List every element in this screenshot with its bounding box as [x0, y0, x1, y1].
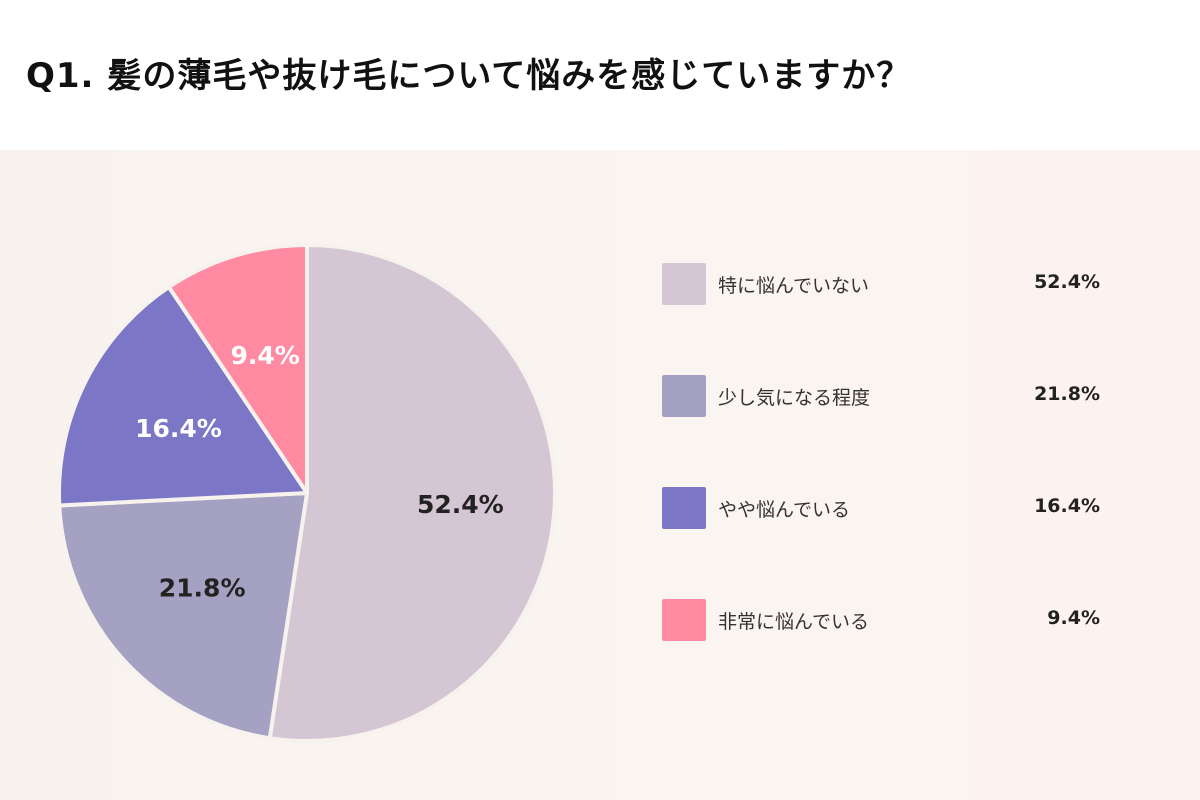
slice-value-label-2: 21.8% — [159, 573, 246, 602]
legend-item: 特に悩んでいない 52.4% — [662, 263, 1102, 305]
legend-label: 特に悩んでいない — [718, 275, 870, 297]
legend-value: 9.4% — [1047, 607, 1100, 629]
legend-item: やや悩んでいる 16.4% — [662, 487, 1102, 529]
legend-item: 少し気になる程度 21.8% — [662, 375, 1102, 417]
legend-value: 52.4% — [1034, 271, 1100, 293]
legend-label: 少し気になる程度 — [718, 387, 871, 409]
legend-value: 21.8% — [1034, 383, 1100, 405]
legend-value: 16.4% — [1034, 495, 1100, 517]
pie-slice-2 — [57, 491, 309, 741]
pie-chart: 52.4% 21.8% 16.4% 9.4% — [57, 243, 557, 743]
legend-swatch — [662, 263, 706, 305]
slice-value-label-3: 16.4% — [135, 414, 222, 443]
legend-label: 非常に悩んでいる — [718, 611, 870, 633]
legend-item: 非常に悩んでいる 9.4% — [662, 599, 1102, 641]
legend-swatch — [662, 375, 706, 417]
chart-panel: 52.4% 21.8% 16.4% 9.4% 特に悩んでいない 52.4% 少し気になる程… — [0, 150, 1200, 800]
pie-slice-3 — [57, 285, 309, 508]
slice-value-label-1: 52.4% — [417, 490, 504, 519]
legend-swatch — [662, 599, 706, 641]
legend: 特に悩んでいない 52.4% 少し気になる程度 21.8% やや悩んでいる 16.4% 非常… — [662, 263, 1102, 711]
pie-slice-4 — [166, 243, 309, 495]
chart-title: Q1. 髪の薄毛や抜け毛について悩みを感じていますか？ — [26, 56, 912, 96]
legend-swatch — [662, 487, 706, 529]
legend-label: やや悩んでいる — [718, 499, 851, 521]
pie-slice-1 — [267, 243, 557, 743]
slice-value-label-4: 9.4% — [230, 341, 299, 370]
